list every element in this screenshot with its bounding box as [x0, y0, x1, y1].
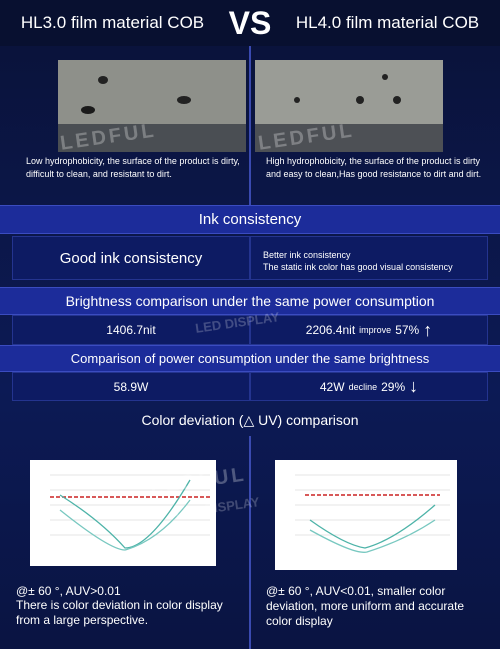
change-word: improve — [359, 325, 392, 335]
ink-right-line: The static ink color has good visual con… — [263, 262, 453, 272]
left-spec: @± 60 °, AUV>0.01 — [16, 584, 121, 598]
arrow: ↓ — [409, 376, 419, 396]
ink-right-line: Better ink consistency — [263, 250, 351, 260]
left-curve-image — [30, 460, 216, 566]
right-caption: High hydrophobicity, the surface of the … — [266, 156, 482, 179]
left-text: There is color deviation in color displa… — [16, 598, 223, 627]
right-text: @± 60 °, AUV<0.01, smaller color deviati… — [266, 584, 465, 628]
brightness-right-cell: 2206.4nit improve 57% ↑ — [250, 315, 488, 345]
change: 57% — [395, 323, 420, 337]
power-title: Comparison of power consumption under th… — [0, 345, 500, 372]
power-left: 58.9W — [12, 372, 250, 401]
left-caption: Low hydrophobicity, the surface of the p… — [26, 156, 240, 179]
right-photo — [255, 60, 443, 152]
right-title: HL4.0 film material COB — [295, 13, 480, 32]
divider — [249, 436, 251, 649]
change: 29% — [381, 379, 406, 394]
divider — [249, 46, 251, 206]
value: 2206.4nit — [305, 323, 356, 337]
left-title: HL3.0 film material COB — [20, 13, 205, 32]
ink-title: Ink consistency — [0, 205, 500, 234]
value: 42W — [319, 379, 345, 394]
left-photo — [58, 60, 246, 152]
ink-left: Good ink consistency — [12, 236, 250, 280]
header — [0, 0, 500, 46]
ink-right-cell — [250, 236, 488, 280]
vs: VS — [228, 4, 272, 41]
arrow: ↑ — [423, 319, 433, 340]
brightness-title: Brightness comparison under the same pow… — [0, 287, 500, 315]
brightness-left: 1406.7nit — [12, 315, 250, 345]
deviation-title: Color deviation (△ UV) comparison — [141, 411, 359, 428]
change-word: decline — [348, 381, 378, 392]
right-curve-image — [275, 460, 457, 570]
power-right-cell: 42W decline 29% ↓ — [250, 372, 488, 401]
